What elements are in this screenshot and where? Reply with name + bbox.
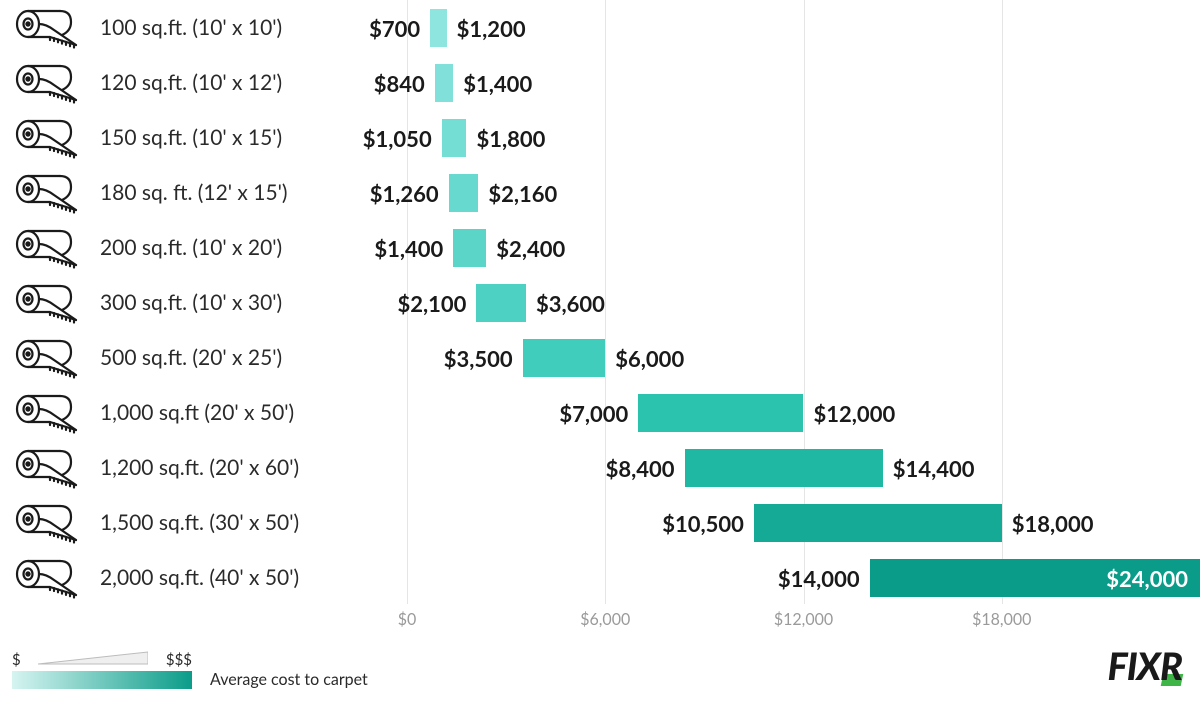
chart-row: 100 sq.ft. (10' x 10') $700 $1,200	[0, 0, 1200, 55]
carpet-roll-icon	[14, 502, 80, 544]
row-label: 300 sq.ft. (10' x 30')	[100, 290, 282, 315]
range-bar	[435, 64, 454, 102]
chart-row: 1,500 sq.ft. (30' x 50') $10,500 $18,000	[0, 495, 1200, 550]
row-label: 120 sq.ft. (10' x 12')	[100, 70, 282, 95]
range-bar	[453, 229, 486, 267]
legend-high-symbol: $$$	[166, 651, 192, 669]
legend-triangle-icon	[38, 651, 148, 665]
chart-row: 500 sq.ft. (20' x 25') $3,500 $6,000	[0, 330, 1200, 385]
value-low: $1,400	[374, 235, 443, 262]
carpet-roll-icon	[12, 6, 82, 50]
x-axis-tick-label: $18,000	[972, 610, 1031, 629]
chart-row: 1,000 sq.ft (20' x 50') $7,000 $12,000	[0, 385, 1200, 440]
value-high: $2,400	[496, 235, 565, 262]
value-low: $3,500	[444, 345, 513, 372]
carpet-roll-icon	[12, 61, 82, 105]
chart-row: 180 sq. ft. (12' x 15') $1,260 $2,160	[0, 165, 1200, 220]
chart-row: 200 sq.ft. (10' x 20') $1,400 $2,400	[0, 220, 1200, 275]
carpet-roll-icon	[14, 227, 80, 269]
value-low: $14,000	[778, 565, 860, 592]
carpet-roll-icon	[12, 556, 82, 600]
range-bar	[449, 174, 479, 212]
chart-row: 150 sq.ft. (10' x 15') $1,050 $1,800	[0, 110, 1200, 165]
row-label: 180 sq. ft. (12' x 15')	[100, 180, 288, 205]
value-low: $840	[374, 70, 425, 97]
value-low: $1,050	[363, 125, 432, 152]
logo-i: I	[1127, 643, 1137, 689]
value-low: $2,100	[397, 290, 466, 317]
range-bar	[442, 119, 467, 157]
value-high: $1,400	[463, 70, 532, 97]
carpet-roll-icon	[14, 337, 80, 379]
legend-low-symbol: $	[12, 651, 21, 669]
logo-r: R	[1160, 643, 1182, 689]
carpet-roll-icon	[12, 391, 82, 435]
row-label: 150 sq.ft. (10' x 15')	[100, 125, 282, 150]
range-bar	[754, 504, 1002, 542]
carpet-roll-icon	[12, 171, 82, 215]
legend-price-labels: $ $$$	[12, 651, 192, 669]
value-high: $14,400	[893, 455, 975, 482]
value-high: $3,600	[536, 290, 605, 317]
carpet-cost-chart: 100 sq.ft. (10' x 10') $700 $1,200 120 sq.…	[0, 0, 1200, 620]
row-label: 100 sq.ft. (10' x 10')	[100, 15, 282, 40]
value-low: $700	[369, 15, 420, 42]
carpet-roll-icon	[12, 336, 82, 380]
fixr-logo: FIXR	[1107, 643, 1182, 689]
carpet-roll-icon	[12, 446, 82, 490]
value-high: $6,000	[615, 345, 684, 372]
value-high: $2,160	[488, 180, 557, 207]
carpet-roll-icon	[14, 7, 80, 49]
chart-row: 2,000 sq.ft. (40' x 50') $14,000 $24,000	[0, 550, 1200, 605]
carpet-roll-icon	[12, 501, 82, 545]
row-label: 1,200 sq.ft. (20' x 60')	[100, 455, 299, 480]
logo-x: X	[1137, 643, 1160, 689]
carpet-roll-icon	[12, 281, 82, 325]
legend-gradient-bar	[12, 671, 192, 689]
range-bar	[430, 9, 447, 47]
row-label: 200 sq.ft. (10' x 20')	[100, 235, 282, 260]
chart-row: 1,200 sq.ft. (20' x 60') $8,400 $14,400	[0, 440, 1200, 495]
x-axis-tick-label: $0	[398, 610, 417, 629]
x-axis-tick-label: $12,000	[774, 610, 833, 629]
legend: $ $$$ Average cost to carpet	[12, 651, 368, 689]
carpet-roll-icon	[12, 226, 82, 270]
carpet-roll-icon	[14, 392, 80, 434]
carpet-roll-icon	[14, 172, 80, 214]
value-low: $7,000	[559, 400, 628, 427]
row-label: 500 sq.ft. (20' x 25')	[100, 345, 282, 370]
value-high: $18,000	[1012, 510, 1094, 537]
range-bar	[476, 284, 526, 322]
carpet-roll-icon	[12, 116, 82, 160]
logo-f: F	[1107, 643, 1126, 689]
legend-text: Average cost to carpet	[210, 670, 368, 689]
carpet-roll-icon	[14, 62, 80, 104]
carpet-roll-icon	[14, 117, 80, 159]
value-high: $1,200	[457, 15, 526, 42]
chart-row: 120 sq.ft. (10' x 12') $840 $1,400	[0, 55, 1200, 110]
value-high: $1,800	[476, 125, 545, 152]
range-bar	[523, 339, 606, 377]
row-label: 1,500 sq.ft. (30' x 50')	[100, 510, 299, 535]
row-label: 1,000 sq.ft (20' x 50')	[100, 400, 294, 425]
value-high: $24,000	[1106, 565, 1188, 592]
carpet-roll-icon	[14, 282, 80, 324]
value-low: $10,500	[662, 510, 744, 537]
legend-scale: $ $$$	[12, 651, 192, 689]
range-bar	[685, 449, 883, 487]
carpet-roll-icon	[14, 557, 80, 599]
x-axis-tick-label: $6,000	[580, 610, 630, 629]
value-low: $1,260	[370, 180, 439, 207]
carpet-roll-icon	[14, 447, 80, 489]
row-label: 2,000 sq.ft. (40' x 50')	[100, 565, 299, 590]
range-bar	[638, 394, 803, 432]
value-low: $8,400	[606, 455, 675, 482]
chart-row: 300 sq.ft. (10' x 30') $2,100 $3,600	[0, 275, 1200, 330]
value-high: $12,000	[814, 400, 896, 427]
